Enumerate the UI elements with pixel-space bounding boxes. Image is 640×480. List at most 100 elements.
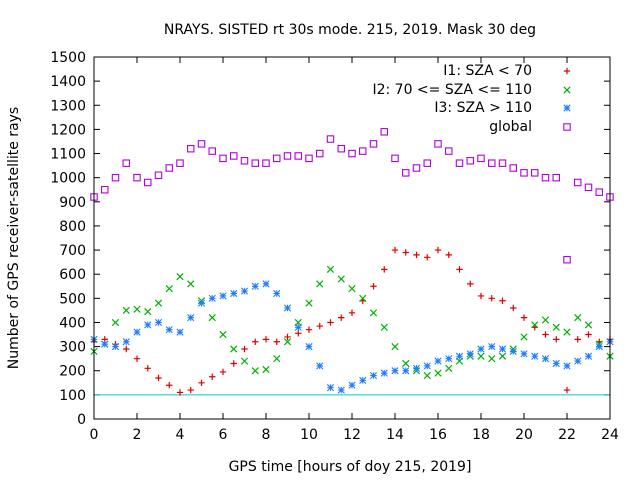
data-point [369, 140, 378, 148]
data-point [574, 336, 581, 343]
data-point [466, 157, 474, 165]
data-point [402, 249, 409, 256]
legend-marker [563, 123, 571, 131]
data-point [413, 251, 420, 259]
data-point [251, 282, 259, 290]
data-point [111, 343, 120, 351]
x-tick-label: 2 [133, 427, 142, 443]
data-point [541, 173, 550, 182]
series-1 [90, 265, 614, 380]
data-point [455, 159, 464, 167]
y-tick-label: 1300 [50, 98, 86, 114]
data-point [283, 152, 292, 160]
data-point [197, 140, 206, 148]
axis-ticks [93, 56, 611, 420]
data-point [391, 342, 399, 351]
data-point [444, 147, 453, 155]
data-point [219, 292, 227, 300]
data-point [208, 294, 216, 302]
data-point [111, 318, 120, 327]
y-tick-label: 600 [59, 267, 86, 283]
data-point [434, 369, 442, 377]
data-point [391, 367, 399, 375]
data-point [219, 368, 227, 376]
data-point [456, 266, 463, 273]
data-point [574, 314, 582, 322]
data-point [338, 314, 345, 321]
data-point [584, 321, 593, 329]
legend-marker [563, 104, 571, 112]
data-point [530, 169, 539, 177]
data-point [401, 169, 410, 177]
data-point [423, 159, 431, 167]
data-point [563, 386, 571, 394]
x-tick-label: 22 [558, 427, 576, 443]
data-point [477, 154, 485, 163]
data-point [358, 147, 367, 155]
data-point [585, 331, 592, 338]
data-point [166, 382, 173, 389]
data-point [176, 389, 184, 396]
x-tick-label: 6 [219, 427, 228, 443]
data-point [563, 362, 571, 370]
data-point [595, 188, 603, 196]
data-point [445, 251, 452, 259]
data-point [315, 149, 324, 158]
data-point [402, 359, 410, 368]
data-point [348, 381, 356, 389]
data-point [434, 246, 442, 254]
x-tick-label: 8 [262, 427, 271, 443]
data-point [498, 352, 507, 360]
data-point [337, 386, 345, 394]
y-tick-label: 900 [59, 195, 86, 211]
data-point [520, 169, 528, 177]
data-point [111, 173, 120, 182]
data-point [369, 309, 378, 317]
data-point [219, 154, 227, 163]
data-point [423, 362, 431, 370]
data-point [273, 338, 280, 345]
y-tick-label: 200 [59, 364, 86, 380]
data-point [209, 373, 216, 380]
x-tick-label: 12 [343, 427, 361, 443]
data-point [488, 343, 496, 351]
legend-label-i3: I3: SZA > 110 [434, 100, 532, 116]
data-point [240, 157, 249, 165]
series-3 [90, 128, 614, 264]
data-point [370, 283, 377, 290]
x-tick-label: 0 [90, 427, 99, 443]
data-point [305, 326, 313, 333]
data-point [176, 328, 184, 336]
data-point [262, 365, 270, 374]
data-point [380, 323, 388, 331]
data-point [391, 154, 399, 163]
data-point [541, 355, 550, 363]
data-point [123, 345, 130, 353]
data-point [187, 386, 194, 394]
tick-labels: 0 2 4 6 8 10 12 14 16 18 20 22 240100200300400500600… [50, 50, 619, 443]
y-tick-label: 100 [59, 388, 86, 404]
data-point [563, 328, 571, 336]
data-point [144, 321, 152, 329]
legend: I1: SZA < 70 I2: 70 <= SZA <= 110 I3: SZ… [372, 63, 571, 135]
data-point [252, 338, 259, 345]
series-2 [90, 280, 614, 394]
data-point [133, 355, 141, 362]
data-point [230, 345, 238, 353]
data-point [230, 289, 238, 298]
y-axis-label: Number of GPS receiver-satellite rays [6, 107, 22, 369]
data-point [262, 336, 270, 343]
data-point [273, 289, 281, 298]
x-tick-label: 16 [429, 427, 447, 443]
data-point [466, 350, 474, 358]
data-point [305, 343, 313, 351]
data-point [219, 330, 227, 339]
data-point [316, 362, 324, 370]
y-tick-label: 300 [59, 340, 86, 356]
data-point [133, 173, 141, 182]
data-point [412, 364, 421, 372]
data-point [154, 299, 163, 307]
data-point [434, 140, 442, 148]
data-point [520, 333, 528, 341]
data-point [337, 144, 345, 153]
